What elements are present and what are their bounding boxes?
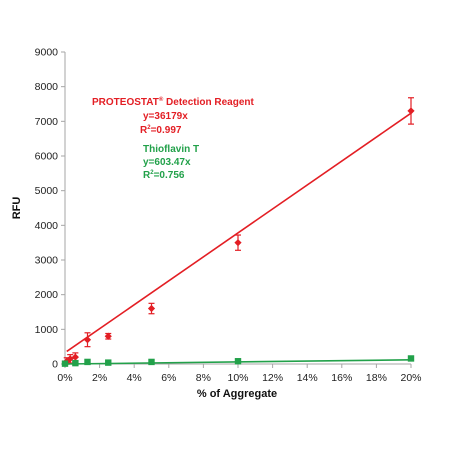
y-tick-label: 8000 [35, 81, 59, 93]
series-1 [61, 355, 415, 367]
data-point [84, 358, 91, 366]
series-layer [61, 97, 415, 367]
y-tick-label: 2000 [35, 289, 59, 301]
x-tick-label: 12% [262, 372, 283, 384]
x-tick-label: 20% [400, 372, 421, 384]
data-point [234, 358, 242, 365]
x-tick-label: 6% [161, 372, 176, 384]
annotation-thioflavin-r: R [143, 170, 151, 181]
annotation-thioflavin-title: Thioflavin T [143, 144, 199, 155]
y-tick-label: 5000 [35, 185, 59, 197]
data-point [83, 336, 92, 344]
y-tick-label: 4000 [35, 220, 59, 232]
data-point [147, 304, 156, 313]
x-tick-label: 2% [92, 372, 107, 384]
x-tick-label: 16% [331, 372, 352, 384]
x-tick-label: 10% [227, 372, 248, 384]
y-tick-label: 1000 [35, 324, 59, 336]
x-tick-label: 18% [366, 372, 387, 384]
annotation-thioflavin-r-val: =0.756 [154, 170, 185, 181]
annotation-proteostat-rest: Detection Reagent [163, 97, 254, 108]
series-0 [63, 97, 415, 365]
annotation-thioflavin-r2: R2=0.756 [143, 170, 185, 181]
data-point [71, 353, 79, 361]
y-tick-label: 3000 [35, 255, 59, 267]
annotation-proteostat-r-val: =0.997 [151, 125, 182, 136]
annotation-proteostat-r-sup: 2 [147, 125, 151, 131]
data-point [407, 355, 415, 362]
annotation-thioflavin-r-sup: 2 [150, 170, 154, 176]
annotation-proteostat-equation: y=36179x [143, 111, 188, 122]
data-point [104, 332, 112, 340]
x-tick-label: 4% [127, 372, 142, 384]
annotation-proteostat-registered: ® [159, 96, 164, 103]
data-point [61, 360, 69, 367]
data-point [407, 107, 415, 115]
y-tick-label: 6000 [35, 151, 59, 163]
x-tick-label: 0% [57, 372, 72, 384]
annotation-proteostat-name: PROTEOSTAT [92, 97, 159, 108]
trendline-0 [66, 112, 412, 353]
y-tick-label: 7000 [35, 116, 59, 128]
x-tick-label: 8% [196, 372, 211, 384]
data-point [148, 358, 155, 366]
annotation-proteostat-r: R [140, 125, 148, 136]
annotation-thioflavin-equation: y=603.47x [143, 157, 191, 168]
x-tick-label: 14% [297, 372, 318, 384]
data-point [105, 359, 112, 366]
axes: 0 1000 2000 3000 4000 5000 6000 7000 8000 9000 0% 2… [35, 47, 422, 385]
x-axis-title: % of Aggregate [197, 388, 277, 400]
annotation-proteostat-title: PROTEOSTAT® Detection Reagent [92, 96, 255, 108]
y-axis-title: RFU [11, 197, 23, 220]
annotation-proteostat-r2: R2=0.997 [140, 125, 182, 136]
data-point [72, 359, 79, 367]
y-tick-label: 9000 [35, 47, 59, 59]
y-tick-label: 0 [52, 359, 58, 371]
data-point [234, 239, 242, 247]
